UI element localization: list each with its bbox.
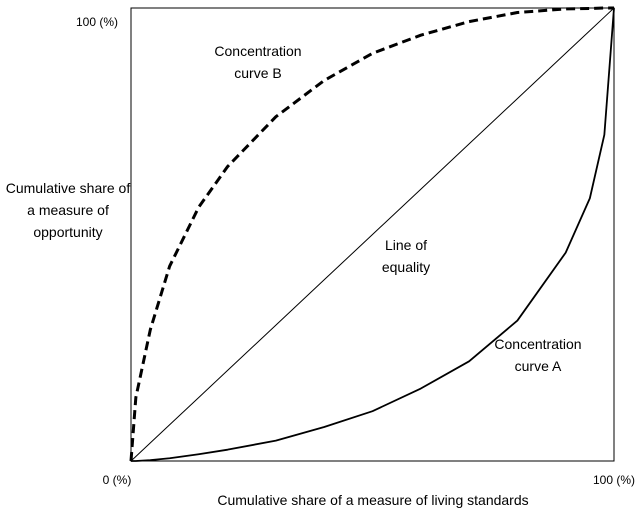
x-axis-label: Cumulative share of a measure of living …	[217, 492, 529, 508]
y-axis-label: Cumulative share of a measure of opportu…	[5, 180, 131, 240]
series-label: Line of equality	[381, 237, 431, 275]
series-line	[131, 7, 615, 462]
series-label: Concentration curve A	[494, 336, 582, 374]
x-tick-label: 0 (%)	[102, 473, 132, 487]
series-label: Concentration curve B	[214, 43, 302, 81]
series-line	[130, 7, 615, 462]
plot-frame	[130, 7, 615, 462]
x-tick-label: 100 (%)	[592, 473, 636, 487]
y-tick-label: 100 (%)	[75, 15, 119, 29]
